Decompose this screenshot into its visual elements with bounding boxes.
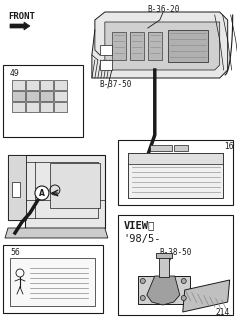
Circle shape [181,278,186,284]
Polygon shape [105,22,220,70]
Bar [54,91,67,101]
Circle shape [140,278,145,284]
Bar [118,140,233,205]
Bar [128,153,223,198]
Text: A: A [39,188,45,197]
Bar [168,30,208,62]
Bar [100,45,112,55]
Bar [174,145,188,151]
Bar [100,60,112,70]
Bar [3,245,103,313]
Bar [118,215,233,315]
Bar [40,102,53,112]
Bar [12,91,25,101]
Bar [40,91,53,101]
Text: FRONT: FRONT [8,12,35,21]
Circle shape [35,186,49,200]
Bar [12,182,20,197]
Text: 214: 214 [216,308,230,317]
Polygon shape [92,12,228,78]
Bar [148,32,162,60]
Polygon shape [8,155,105,228]
Bar [128,153,223,164]
Text: ▲ WARNING: ▲ WARNING [133,154,169,159]
Text: B-36-20: B-36-20 [148,5,180,14]
Polygon shape [183,280,230,312]
Text: '98/5-: '98/5- [124,234,161,244]
Bar [8,155,26,220]
Bar [156,253,172,258]
Text: 16: 16 [225,142,234,151]
Text: B-37-50: B-37-50 [100,80,132,89]
Polygon shape [147,276,180,305]
Bar [26,102,39,112]
Bar [12,102,25,112]
Bar [130,32,144,60]
Bar [40,80,53,90]
Text: 56: 56 [10,248,20,257]
Bar [54,102,67,112]
Bar [54,80,67,90]
Bar [159,255,169,277]
Bar [3,65,83,137]
Polygon shape [10,22,30,30]
Bar [10,258,95,306]
Text: B-38-50: B-38-50 [160,248,192,257]
Bar [50,163,100,208]
Bar [150,145,172,151]
Text: VIEWⒶ: VIEWⒶ [124,220,155,230]
Bar [26,80,39,90]
Circle shape [140,295,145,300]
Circle shape [181,295,186,300]
Bar [138,276,190,304]
Bar [12,80,25,90]
Bar [26,91,39,101]
Text: 49: 49 [10,69,20,78]
Polygon shape [5,228,108,238]
Bar [112,32,126,60]
